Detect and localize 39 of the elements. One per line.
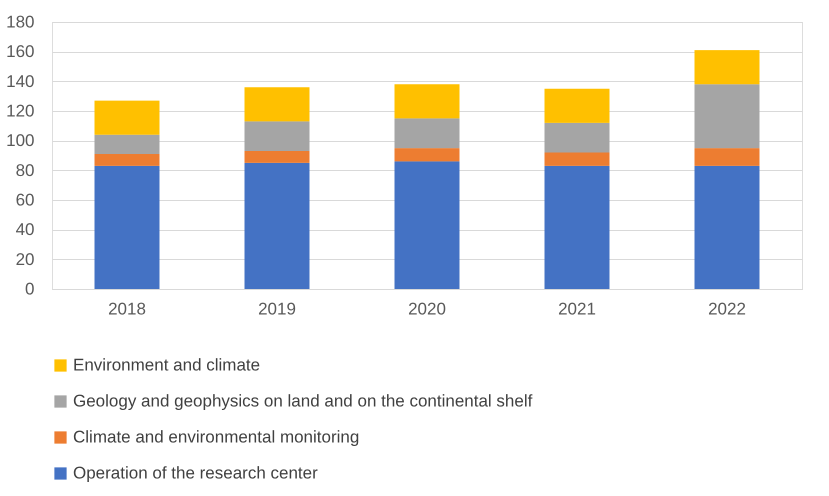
bar — [394, 118, 460, 148]
bar — [94, 134, 160, 154]
bar — [694, 84, 760, 148]
y-tick-label: 60 — [16, 190, 34, 210]
bar — [544, 166, 610, 289]
legend-label: Environment and climate — [73, 356, 260, 374]
x-tick-label: 2022 — [708, 300, 746, 318]
bar — [694, 166, 760, 289]
y-tick-label: 100 — [6, 131, 34, 150]
bar — [544, 152, 610, 166]
bar — [244, 162, 310, 289]
y-tick-label: 120 — [6, 102, 34, 120]
bar — [544, 122, 610, 153]
bar — [394, 161, 460, 289]
legend-label: Geology and geophysics on land and on the continental shelf — [73, 392, 533, 410]
x-tick-label: 2021 — [558, 300, 596, 318]
y-tick-label: 160 — [6, 42, 34, 62]
bar — [244, 121, 310, 152]
y-tick-label: 20 — [16, 250, 34, 269]
legend-label: Climate and environmental monitoring — [73, 428, 360, 446]
legend-label: Operation of the research center — [73, 464, 318, 482]
x-tick-label: 2019 — [258, 300, 296, 318]
bar — [244, 87, 310, 122]
x-tick-label: 2018 — [108, 300, 146, 318]
y-tick-label: 180 — [6, 12, 34, 32]
bar — [94, 154, 160, 166]
bar — [244, 151, 310, 163]
y-tick-label: 40 — [16, 220, 34, 240]
bar — [394, 84, 460, 118]
y-tick-label: 80 — [16, 160, 34, 180]
bar — [394, 148, 460, 162]
y-tick-label: 0 — [25, 280, 34, 298]
bar — [694, 148, 760, 166]
x-tick-label: 2020 — [408, 300, 446, 318]
bar — [694, 50, 760, 84]
bar — [94, 100, 160, 135]
bar — [94, 166, 160, 289]
bar — [544, 88, 610, 123]
y-tick-label: 140 — [6, 72, 34, 91]
